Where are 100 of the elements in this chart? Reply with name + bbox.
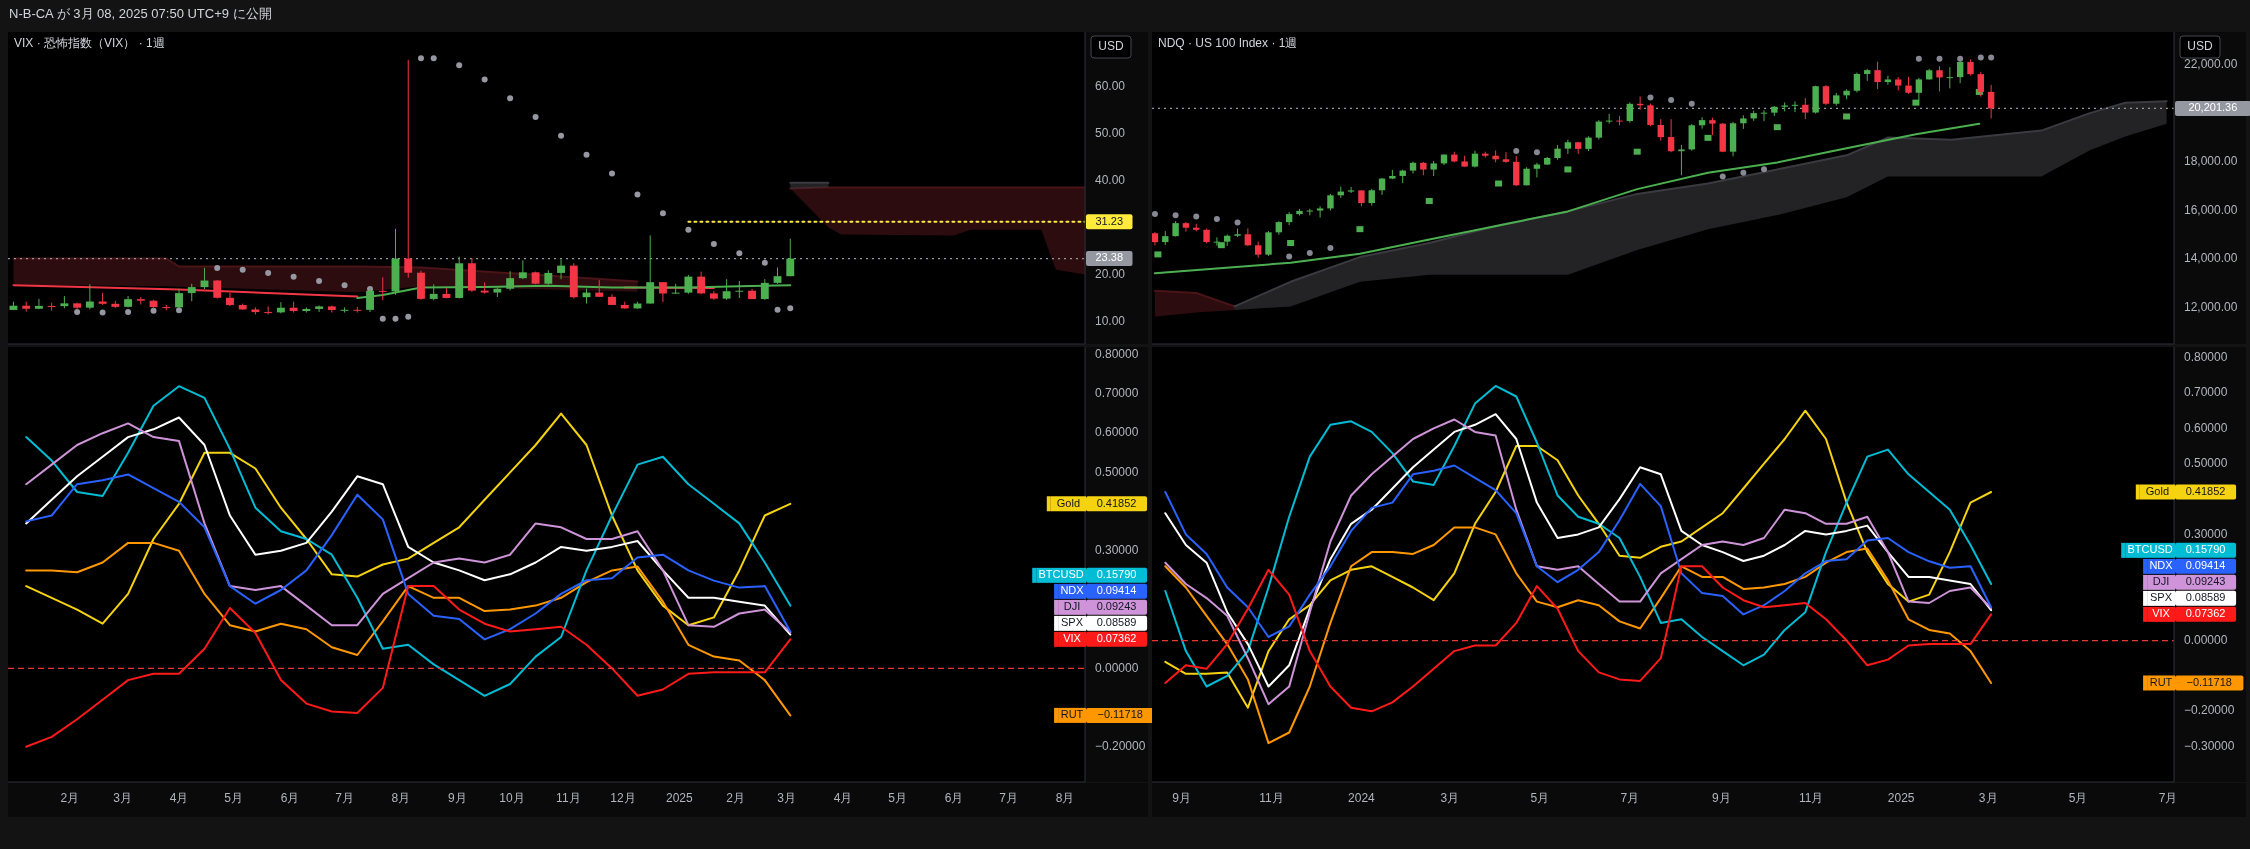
candlestick xyxy=(1564,139,1572,155)
line-series xyxy=(1153,122,1981,275)
x-tick-label: 12月 xyxy=(610,791,636,806)
candlestick xyxy=(34,298,43,310)
point xyxy=(1761,166,1768,173)
point xyxy=(1773,124,1781,131)
point xyxy=(430,55,437,62)
point xyxy=(1495,180,1503,187)
legend-label: NDX xyxy=(2149,559,2174,572)
point xyxy=(1172,212,1179,219)
point xyxy=(1154,251,1162,258)
candlestick xyxy=(1595,119,1603,141)
candlestick xyxy=(1946,66,1954,89)
point xyxy=(1533,149,1540,156)
x-tick-label: 3月 xyxy=(1440,791,1460,806)
text: 0.09243 xyxy=(1096,600,1137,613)
legend-label: Gold xyxy=(1056,496,1081,509)
y-tick-label: 16,000.00 xyxy=(2184,202,2238,217)
point xyxy=(1719,173,1726,180)
point xyxy=(99,309,106,316)
y-tick-label: −0.20000 xyxy=(2184,703,2235,718)
text: 0.15790 xyxy=(2185,543,2226,556)
line-series xyxy=(1164,526,1993,745)
point xyxy=(787,305,794,312)
candlestick xyxy=(1802,97,1809,120)
point xyxy=(405,313,412,320)
text: 0.09414 xyxy=(2185,559,2226,572)
point xyxy=(125,309,132,316)
candlestick xyxy=(340,306,349,314)
point xyxy=(532,114,539,121)
line-series xyxy=(25,585,792,748)
point xyxy=(417,55,424,62)
x-tick-label: 8月 xyxy=(1055,791,1075,806)
chart-subtitle: N-B-CA が 3月 08, 2025 07:50 UTC+9 に公開 xyxy=(9,6,272,22)
y-tick-label: 60.00 xyxy=(1095,78,1126,93)
candlestick xyxy=(1936,65,1943,92)
legend-label: RUT xyxy=(2149,675,2173,688)
x-tick-label: 11月 xyxy=(556,791,581,806)
text: 0.08589 xyxy=(1096,616,1137,629)
point xyxy=(1688,100,1695,107)
point xyxy=(1957,55,1964,62)
candlestick xyxy=(1987,84,1995,119)
line-series xyxy=(25,541,792,717)
y-tick-label: 22,000.00 xyxy=(2184,56,2238,71)
point xyxy=(1286,253,1293,260)
candlestick xyxy=(1265,230,1272,257)
point xyxy=(1915,55,1922,62)
line-series xyxy=(1164,464,1993,638)
candlestick xyxy=(1657,118,1664,142)
y-tick-label: 0.30000 xyxy=(2184,526,2228,541)
line-series xyxy=(1164,565,1993,713)
point xyxy=(1213,215,1220,222)
x-tick-label: 7月 xyxy=(1620,791,1640,806)
point xyxy=(774,306,781,313)
point xyxy=(1287,240,1295,246)
text: USD xyxy=(2187,39,2213,54)
candlestick xyxy=(1853,72,1861,93)
candlestick xyxy=(1626,101,1634,124)
x-tick-label: 2025 xyxy=(665,791,693,806)
candlestick xyxy=(378,276,387,301)
legend-label: VIX xyxy=(1063,632,1082,645)
point xyxy=(507,95,514,102)
x-tick-label: 5月 xyxy=(1530,791,1550,806)
candlestick xyxy=(1316,205,1324,218)
point xyxy=(1564,166,1572,173)
x-tick-label: 9月 xyxy=(1711,791,1731,806)
text: 0.08589 xyxy=(2185,591,2226,604)
candlestick xyxy=(1347,186,1355,194)
x-tick-label: 2024 xyxy=(1348,791,1376,806)
point xyxy=(341,282,348,289)
text: 0.07362 xyxy=(2185,607,2226,620)
text: USD xyxy=(1098,39,1124,54)
point xyxy=(392,315,399,322)
y-tick-label: 50.00 xyxy=(1095,125,1126,140)
point xyxy=(239,266,246,273)
x-tick-label: 4月 xyxy=(833,791,853,806)
x-tick-label: 6月 xyxy=(280,791,300,806)
point xyxy=(456,62,463,69)
x-tick-label: 3月 xyxy=(1978,791,1998,806)
candlestick xyxy=(404,59,413,279)
y-tick-label: 40.00 xyxy=(1095,172,1126,187)
point xyxy=(316,278,323,285)
candlestick xyxy=(1791,100,1799,113)
x-tick-label: 4月 xyxy=(169,791,189,806)
candlestick xyxy=(1605,113,1613,125)
x-tick-label: 11月 xyxy=(1798,791,1824,806)
y-tick-label: 14,000.00 xyxy=(2184,251,2238,266)
point xyxy=(1647,94,1654,101)
x-tick-label: 9月 xyxy=(448,791,467,806)
candlestick xyxy=(557,258,565,280)
ref-line-label: 20,201.36 xyxy=(2188,101,2238,114)
y-tick-label: 0.80000 xyxy=(1095,347,1139,362)
y-tick-label: 12,000.00 xyxy=(2184,299,2238,314)
candlestick xyxy=(315,304,324,313)
text: 0.07362 xyxy=(1096,632,1137,645)
candlestick xyxy=(85,283,94,310)
point xyxy=(1633,148,1641,155)
point xyxy=(1513,147,1520,154)
candlestick xyxy=(1647,103,1654,127)
x-tick-label: 7月 xyxy=(2158,791,2178,806)
